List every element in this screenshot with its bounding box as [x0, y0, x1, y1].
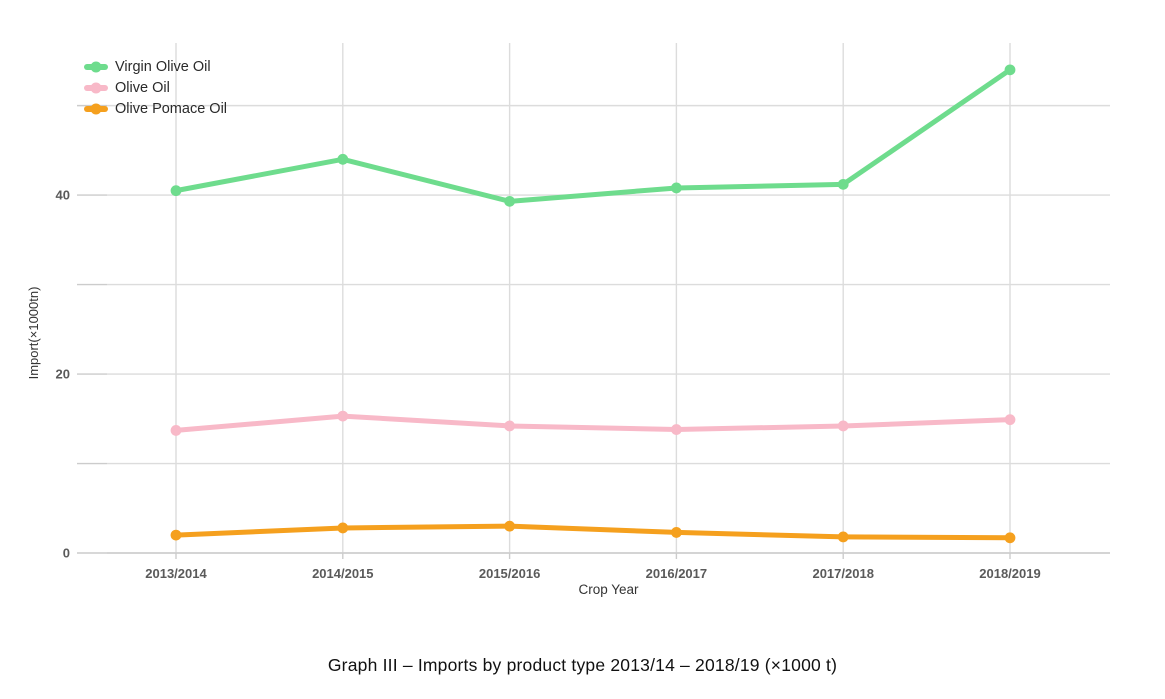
- plot-area: 0 20 40 2013/2014 2014/2015 2015/2016 2016/201…: [26, 43, 1110, 597]
- y-axis-title: Import(×1000tn): [26, 287, 41, 380]
- data-point: [170, 185, 182, 197]
- olive-pomace-oil-line-marker-icon: [84, 105, 108, 112]
- data-point: [504, 520, 515, 532]
- legend-label: Olive Oil: [115, 79, 170, 96]
- data-point: [170, 529, 182, 541]
- x-tick-label: 2018/2019: [979, 566, 1040, 581]
- series-line-olive-pomace-oil: [173, 523, 1013, 541]
- data-point: [1004, 414, 1016, 426]
- data-point: [837, 531, 849, 543]
- x-tick-label: 2015/2016: [479, 566, 540, 581]
- data-point: [337, 522, 349, 534]
- figure-caption: Graph III – Imports by product type 2013…: [327, 655, 838, 675]
- x-tick-label: 2016/2017: [646, 566, 707, 581]
- data-point: [837, 178, 849, 190]
- legend-item-virgin-olive-oil[interactable]: Virgin Olive Oil: [84, 58, 227, 75]
- chart-legend: Virgin Olive Oil Olive Oil Olive Pomace …: [84, 58, 227, 117]
- data-point: [504, 195, 515, 207]
- legend-item-olive-pomace-oil[interactable]: Olive Pomace Oil: [84, 100, 227, 117]
- data-point: [837, 420, 849, 432]
- y-tick-label: 0: [63, 546, 70, 561]
- legend-label: Virgin Olive Oil: [115, 58, 211, 75]
- y-tick-label: 40: [56, 188, 70, 203]
- x-tick-label: 2017/2018: [812, 566, 873, 581]
- legend-item-olive-oil[interactable]: Olive Oil: [84, 79, 227, 96]
- data-point: [170, 425, 182, 436]
- x-tick-label: 2014/2015: [312, 566, 373, 581]
- x-axis-title: Crop Year: [578, 582, 639, 597]
- olive-oil-line-marker-icon: [84, 84, 108, 91]
- data-point: [1004, 532, 1016, 544]
- data-point: [337, 410, 349, 422]
- series-line-virgin-olive-oil: [173, 67, 1013, 204]
- imports-line-chart: 0 20 40 2013/2014 2014/2015 2015/2016 2016/201…: [26, 43, 1110, 597]
- legend-label: Olive Pomace Oil: [115, 100, 228, 117]
- y-tick-label: 20: [56, 367, 70, 382]
- data-point: [504, 420, 515, 432]
- series-line-olive-oil: [173, 413, 1013, 433]
- data-point: [671, 424, 682, 435]
- data-point: [1004, 64, 1016, 76]
- virgin-olive-oil-line-marker-icon: [84, 63, 108, 70]
- data-point: [671, 527, 682, 538]
- x-tick-label: 2013/2014: [145, 566, 207, 581]
- data-point: [671, 182, 682, 194]
- data-point: [337, 153, 349, 165]
